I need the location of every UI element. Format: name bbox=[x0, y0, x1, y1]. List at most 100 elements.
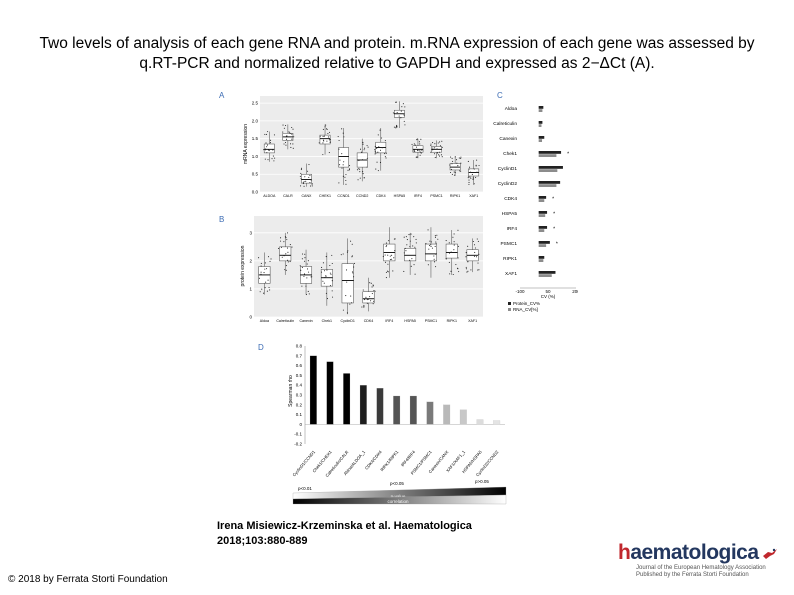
jitter-point bbox=[435, 242, 437, 244]
jitter-point bbox=[468, 179, 470, 181]
jitter-point bbox=[431, 247, 433, 249]
jitter-point bbox=[299, 265, 301, 267]
jitter-point bbox=[412, 245, 414, 247]
jitter-point bbox=[388, 240, 390, 242]
x-tick-label: Calreticulin bbox=[276, 319, 294, 323]
jitter-point bbox=[465, 268, 467, 270]
box bbox=[319, 134, 331, 145]
jitter-point bbox=[391, 254, 393, 256]
jitter-point bbox=[392, 112, 394, 114]
jitter-point bbox=[363, 304, 365, 306]
jitter-point bbox=[307, 170, 309, 172]
jitter-point bbox=[285, 237, 287, 239]
rho-bar bbox=[409, 395, 417, 425]
jitter-point bbox=[323, 135, 325, 137]
jitter-point bbox=[439, 141, 441, 143]
jitter-point bbox=[284, 236, 286, 238]
jitter-point bbox=[429, 240, 431, 242]
jitter-point bbox=[445, 240, 447, 242]
legend-entry: Protein_CV% bbox=[513, 301, 540, 306]
jitter-point bbox=[361, 306, 363, 308]
jitter-point bbox=[285, 144, 287, 146]
y-tick-label: 0.8 bbox=[296, 344, 303, 349]
rho-bar bbox=[359, 385, 367, 425]
jitter-point bbox=[346, 251, 348, 253]
jitter-point bbox=[345, 179, 347, 182]
jitter-point bbox=[473, 183, 475, 185]
jitter-point bbox=[285, 269, 287, 271]
y-tick-label: 0.5 bbox=[296, 373, 303, 378]
jitter-point bbox=[264, 268, 266, 270]
jitter-point bbox=[434, 245, 436, 248]
jitter-point bbox=[272, 155, 274, 157]
jitter-point bbox=[360, 151, 363, 153]
jitter-point bbox=[325, 292, 327, 294]
jitter-point bbox=[357, 179, 359, 181]
jitter-point bbox=[382, 255, 384, 257]
jitter-point bbox=[341, 153, 343, 155]
jitter-point bbox=[456, 162, 458, 164]
jitter-point bbox=[308, 163, 310, 166]
jitter-point bbox=[285, 265, 287, 267]
category-label: PSMC1 bbox=[500, 241, 517, 247]
jitter-point bbox=[370, 282, 372, 284]
jitter-point bbox=[434, 156, 436, 159]
jitter-point bbox=[268, 149, 270, 151]
jitter-point bbox=[455, 264, 457, 266]
jitter-point bbox=[282, 124, 284, 126]
panel-label-b: B bbox=[219, 215, 224, 224]
y-tick-label: 0.6 bbox=[296, 363, 303, 368]
jitter-point bbox=[309, 185, 312, 187]
y-tick-label: 0.0 bbox=[252, 190, 259, 195]
jitter-point bbox=[453, 233, 455, 235]
jitter-point bbox=[338, 139, 340, 142]
y-tick-label: 1 bbox=[249, 286, 252, 291]
copyright: © 2018 by Ferrata Storti Foundation bbox=[8, 574, 168, 585]
x-tick-label: CDK4 bbox=[376, 194, 386, 198]
x-tick-label: CCND2 bbox=[356, 194, 368, 198]
jitter-point bbox=[384, 156, 386, 158]
jitter-point bbox=[265, 142, 267, 144]
rho-bar bbox=[476, 419, 484, 425]
jitter-point bbox=[416, 138, 418, 140]
jitter-point bbox=[283, 255, 285, 257]
jitter-point bbox=[467, 270, 469, 272]
jitter-point bbox=[260, 273, 262, 275]
jitter-point bbox=[348, 169, 350, 171]
jitter-point bbox=[350, 295, 352, 297]
jitter-point bbox=[321, 266, 323, 269]
jitter-point bbox=[379, 161, 381, 163]
jitter-point bbox=[286, 247, 289, 249]
jitter-point bbox=[432, 142, 434, 144]
jitter-point bbox=[437, 238, 439, 240]
jitter-point bbox=[346, 281, 348, 283]
jitter-point bbox=[379, 129, 381, 131]
jitter-point bbox=[342, 253, 344, 255]
jitter-point bbox=[269, 289, 271, 291]
jitter-point bbox=[459, 170, 461, 172]
jitter-point bbox=[475, 176, 477, 179]
jitter-point bbox=[409, 240, 411, 242]
jitter-point bbox=[411, 258, 413, 260]
rho-bar bbox=[443, 404, 451, 425]
jitter-point bbox=[367, 146, 369, 148]
rho-bar bbox=[343, 373, 351, 425]
jitter-point bbox=[467, 177, 469, 179]
jitter-point bbox=[292, 147, 294, 149]
jitter-point bbox=[272, 149, 274, 151]
jitter-point bbox=[430, 143, 432, 145]
jitter-point bbox=[430, 244, 432, 246]
jitter-point bbox=[427, 264, 429, 266]
jitter-point bbox=[409, 259, 411, 261]
jitter-point bbox=[413, 149, 415, 151]
cv-bar bbox=[538, 181, 561, 184]
rho-bar bbox=[459, 409, 467, 425]
jitter-point bbox=[386, 245, 388, 247]
jitter-point bbox=[468, 168, 470, 170]
citation-reference: 2018;103:880-889 bbox=[217, 535, 308, 547]
jitter-point bbox=[427, 229, 429, 231]
jitter-point bbox=[308, 176, 310, 178]
jitter-point bbox=[411, 143, 413, 145]
jitter-point bbox=[331, 262, 333, 265]
jitter-point bbox=[271, 158, 273, 160]
